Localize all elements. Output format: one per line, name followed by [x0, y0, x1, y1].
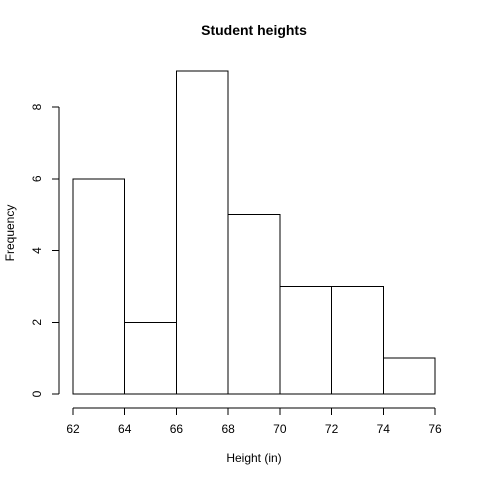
- histogram-bar-4: [279, 285, 333, 395]
- y-tick-label: 8: [30, 103, 44, 110]
- x-axis-label: Height (in): [226, 451, 281, 465]
- y-tick-label: 6: [30, 175, 44, 182]
- chart-title: Student heights: [201, 22, 307, 38]
- histogram-bar-3: [227, 214, 281, 395]
- x-tick-label: 72: [325, 422, 339, 436]
- histogram-bar-1: [124, 321, 177, 395]
- y-tick-label: 4: [30, 247, 44, 254]
- y-tick-label: 2: [30, 319, 44, 326]
- y-axis: 0 2 4 6 8: [30, 103, 60, 397]
- bars-group: [72, 70, 436, 395]
- x-tick-label: 62: [66, 422, 80, 436]
- x-tick-label: 68: [221, 422, 235, 436]
- x-axis: 62 64 66 68 70 72 74 76: [66, 407, 442, 436]
- x-tick-label: 70: [273, 422, 287, 436]
- x-tick-label: 64: [118, 422, 132, 436]
- histogram-bar-5: [331, 285, 384, 395]
- y-axis-label: Frequency: [3, 205, 17, 262]
- x-tick-label: 74: [377, 422, 391, 436]
- histogram-bar-6: [382, 357, 436, 395]
- histogram-bar-2: [175, 70, 229, 395]
- histogram-bar-0: [72, 178, 126, 395]
- x-tick-label: 76: [428, 422, 442, 436]
- x-tick-label: 66: [170, 422, 184, 436]
- y-tick-label: 0: [30, 390, 44, 397]
